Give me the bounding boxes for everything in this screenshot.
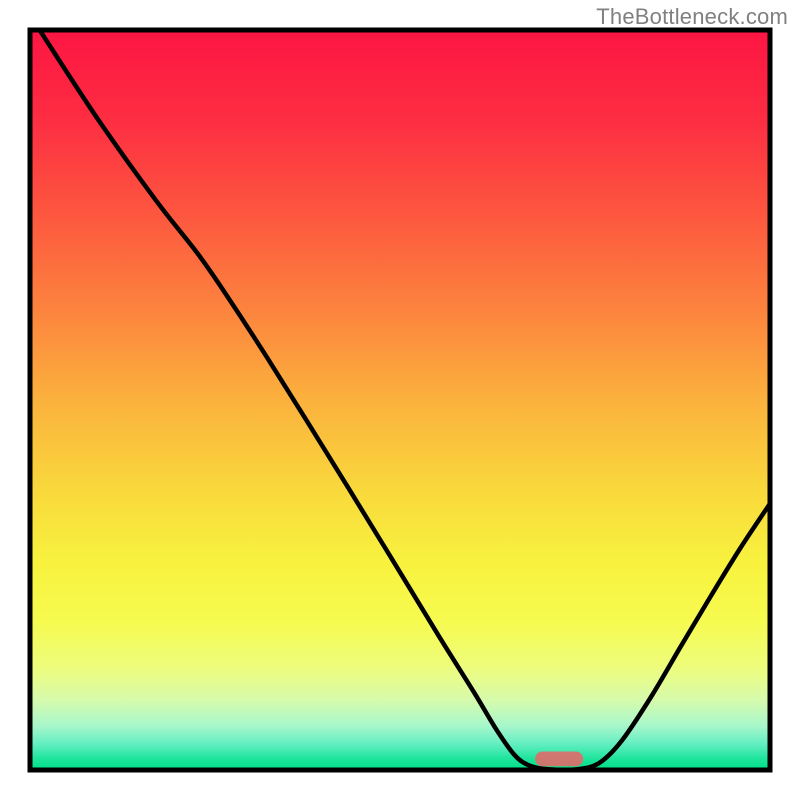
bottleneck-chart: [0, 0, 800, 800]
gradient-background: [30, 30, 770, 770]
optimal-marker: [535, 752, 583, 767]
watermark-label: TheBottleneck.com: [596, 4, 788, 30]
chart-container: TheBottleneck.com: [0, 0, 800, 800]
